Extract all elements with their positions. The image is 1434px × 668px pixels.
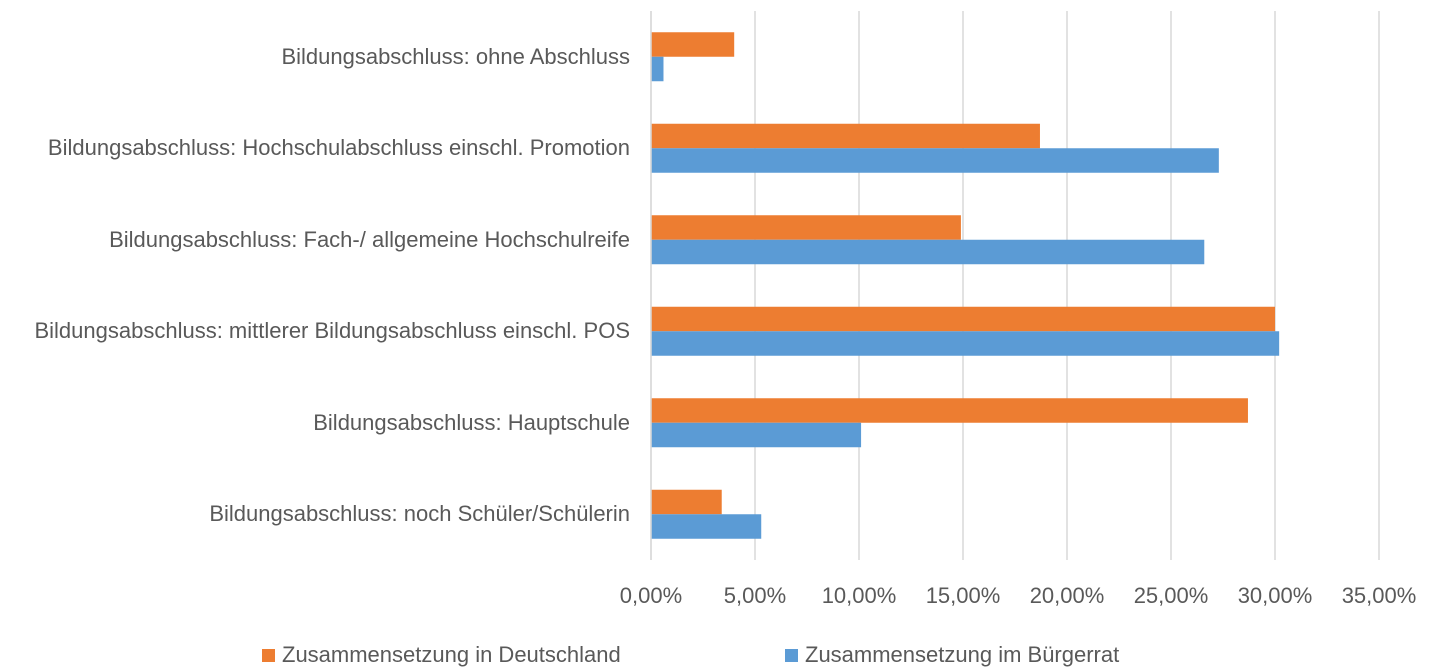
- bar: [651, 32, 735, 57]
- bar: [651, 489, 722, 515]
- bar: [651, 239, 1205, 265]
- category-text: Bildungsabschluss: Fach-/ allgemeine Hoc…: [109, 226, 630, 252]
- x-tick-label: 20,00%: [1030, 583, 1105, 608]
- x-tick-label: 5,00%: [724, 583, 786, 608]
- category-label: Bildungsabschluss: ohne Abschluss: [0, 39, 630, 75]
- bar: [651, 422, 862, 448]
- bar: [651, 148, 1219, 173]
- category-text: Bildungsabschluss: mittlerer Bildungsabs…: [34, 318, 630, 344]
- category-label: Bildungsabschluss: Hochschulabschluss ei…: [0, 130, 630, 166]
- category-label: Bildungsabschluss: Fach-/ allgemeine Hoc…: [0, 222, 630, 258]
- category-label: Bildungsabschluss: mittlerer Bildungsabs…: [0, 313, 630, 349]
- x-tick-label: 25,00%: [1134, 583, 1209, 608]
- category-label: Bildungsabschluss: noch Schüler/Schüleri…: [0, 496, 630, 532]
- bar: [651, 56, 664, 82]
- category-text: Bildungsabschluss: noch Schüler/Schüleri…: [209, 501, 630, 527]
- bar: [651, 306, 1275, 332]
- legend-swatch: [785, 649, 798, 662]
- bar: [651, 398, 1248, 423]
- x-tick-label: 35,00%: [1342, 583, 1417, 608]
- bar: [651, 331, 1280, 356]
- bar: [651, 215, 961, 240]
- category-label: Bildungsabschluss: Hauptschule: [0, 405, 630, 441]
- bar: [651, 514, 762, 539]
- legend-swatch: [262, 649, 275, 662]
- x-tick-label: 30,00%: [1238, 583, 1313, 608]
- category-text: Bildungsabschluss: Hochschulabschluss ei…: [47, 135, 630, 161]
- x-tick-label: 10,00%: [822, 583, 897, 608]
- x-tick-label: 0,00%: [620, 583, 682, 608]
- legend-label: Zusammensetzung in Deutschland: [282, 642, 621, 667]
- category-text: Bildungsabschluss: Hauptschule: [313, 409, 630, 435]
- x-tick-label: 15,00%: [926, 583, 1001, 608]
- bar: [651, 123, 1040, 149]
- legend-label: Zusammensetzung im Bürgerrat: [805, 642, 1119, 667]
- category-text: Bildungsabschluss: ohne Abschluss: [281, 43, 630, 69]
